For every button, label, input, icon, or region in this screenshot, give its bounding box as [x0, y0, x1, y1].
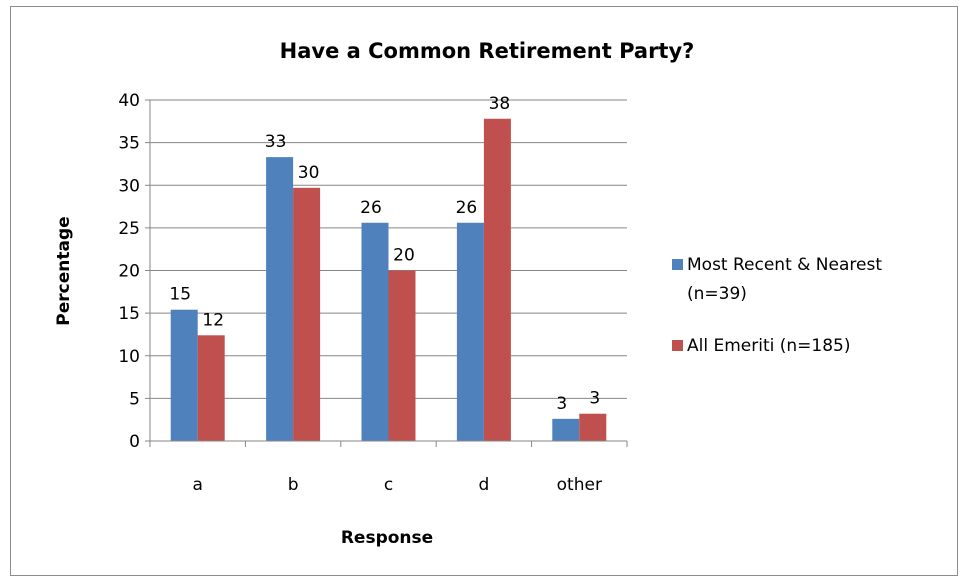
x-tick-label: other: [557, 475, 602, 495]
y-tick-label: 35: [118, 134, 140, 154]
bar-series-1: [361, 222, 389, 441]
y-tick-label: 20: [118, 262, 140, 282]
data-label: 15: [169, 285, 191, 305]
data-label: 20: [393, 246, 415, 266]
y-tick-label: 0: [129, 432, 140, 452]
bar-series-1: [456, 222, 484, 441]
legend-swatch: [672, 259, 683, 270]
bar-series-1: [170, 309, 198, 441]
y-tick-label: 15: [118, 304, 140, 324]
bar-series-2: [579, 413, 607, 441]
data-label: 30: [298, 163, 320, 183]
y-tick-label: 40: [118, 91, 140, 111]
bar-series-1: [552, 418, 580, 441]
data-label: 33: [265, 132, 287, 152]
bar-series-2: [197, 335, 225, 441]
x-tick-label: c: [384, 475, 393, 495]
bar-series-2: [483, 118, 511, 441]
data-label: 26: [360, 198, 382, 218]
bar-series-2: [293, 187, 321, 441]
y-tick-label: 5: [129, 389, 140, 409]
x-tick-label: b: [288, 475, 299, 495]
legend-swatch: [672, 340, 683, 351]
legend: Most Recent & Nearest (n=39) All Emeriti (…: [672, 255, 882, 356]
y-axis-title: Percentage: [54, 216, 74, 325]
data-label: 3: [589, 389, 600, 409]
legend-label: (n=39): [687, 284, 747, 304]
bars: [170, 118, 607, 441]
x-axis-title: Response: [341, 528, 433, 548]
data-label: 26: [456, 198, 478, 218]
axes: 0 5 10 15 20 25 30 35 40 a b c d other: [118, 91, 628, 495]
data-label: 38: [489, 94, 511, 114]
y-tick-label: 10: [118, 347, 140, 367]
y-tick-label: 25: [118, 219, 140, 239]
legend-label: Most Recent & Nearest: [687, 255, 882, 275]
legend-label: All Emeriti (n=185): [687, 336, 850, 356]
data-label: 12: [202, 310, 224, 330]
bar-series-1: [266, 157, 294, 441]
data-label: 3: [556, 394, 567, 414]
y-tick-label: 30: [118, 176, 140, 196]
bar-series-2: [388, 270, 416, 441]
x-tick-label: a: [192, 475, 202, 495]
data-labels: 15 33 26 26 3 12 30 20 38 3: [169, 94, 600, 414]
chart-title: Have a Common Retirement Party?: [280, 39, 695, 63]
x-tick-label: d: [479, 475, 490, 495]
